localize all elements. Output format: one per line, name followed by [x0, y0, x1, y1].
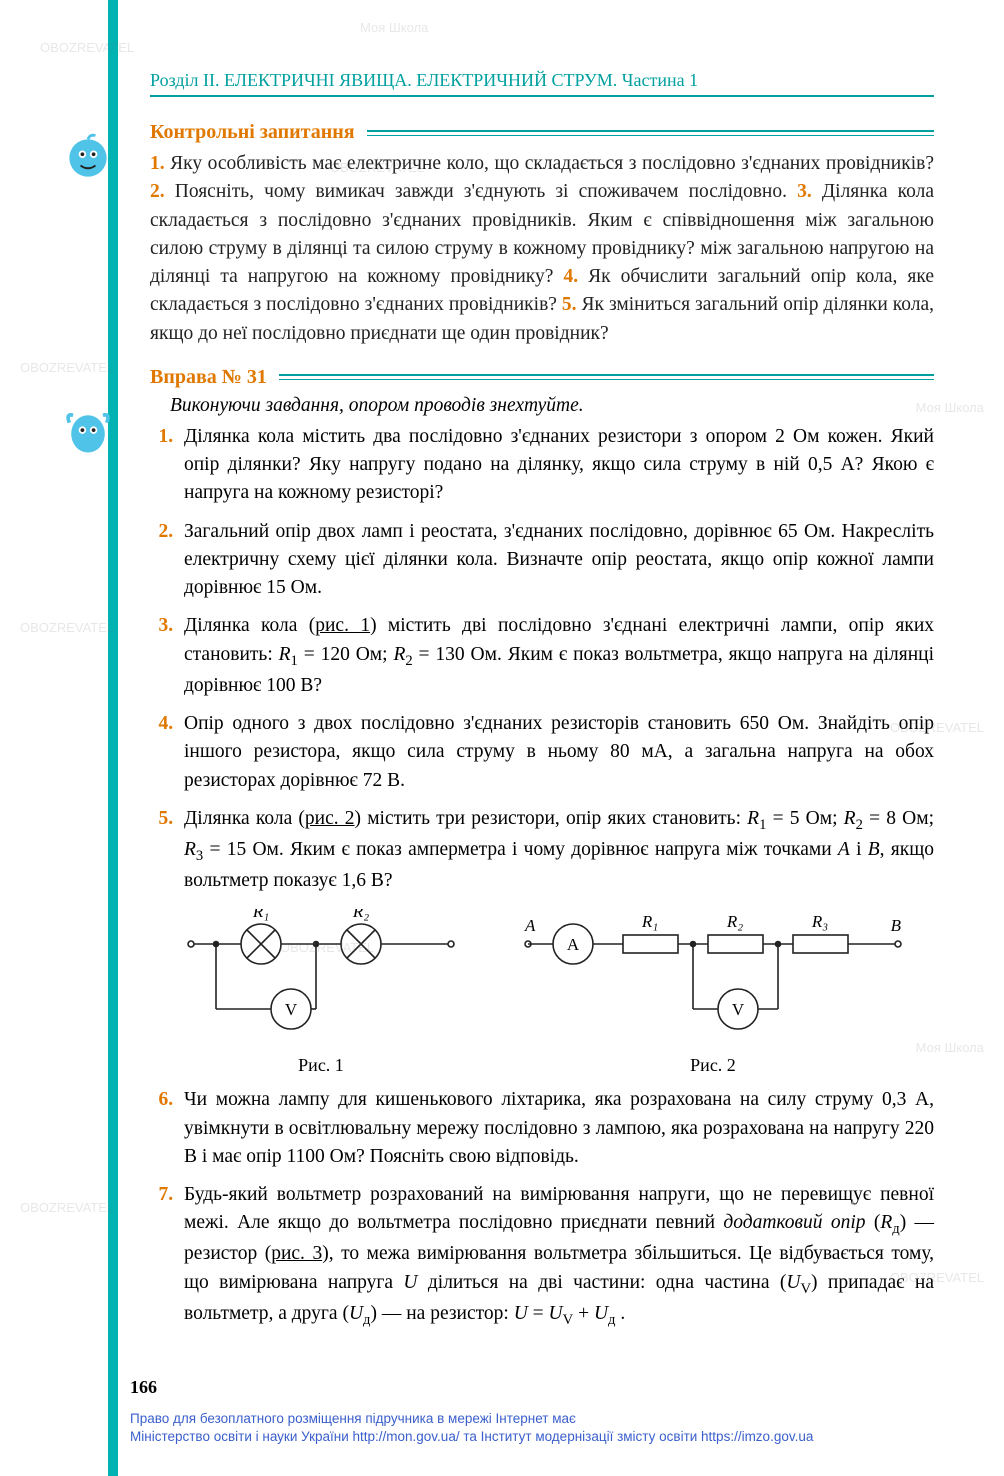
- exercise-item: Чи можна лампу для кишенькового ліхтарик…: [178, 1086, 934, 1171]
- question-number: 4.: [563, 266, 588, 287]
- control-questions-body: 1. Яку особливість має електричне коло, …: [150, 150, 934, 348]
- exercise-item: Опір одного з двох послідовно з'єднаних …: [178, 710, 934, 795]
- textbook-page: Моя Школа OBOZREVATEL OBOZREVATEL OBOZRE…: [0, 0, 1004, 1476]
- label-b-point: B: [891, 916, 902, 935]
- section-title-text: Вправа № 31: [150, 366, 267, 389]
- exercise-item: Загальний опір двох ламп і реостата, з'є…: [178, 518, 934, 603]
- watermark: OBOZREVATEL: [20, 620, 114, 635]
- figure-caption: Рис. 1: [171, 1055, 471, 1076]
- label-r2: R₂: [726, 912, 743, 931]
- label-r2: R₂: [352, 909, 369, 921]
- watermark: OBOZREVATEL: [20, 1200, 114, 1215]
- label-r1: R₁: [252, 909, 269, 921]
- exercise-title: Вправа № 31: [150, 366, 934, 389]
- section-title-text: Контрольні запитання: [150, 121, 355, 144]
- question-number: 1.: [150, 153, 170, 174]
- figure-1: R₁ R₂ V Рис. 1: [171, 909, 471, 1076]
- mascot-question-icon: [60, 128, 116, 188]
- exercise-item: Ділянка кола містить два послідовно з'єд…: [178, 423, 934, 508]
- title-rule: [367, 130, 934, 136]
- question-number: 3.: [797, 181, 822, 202]
- exercise-list: Ділянка кола містить два послідовно з'єд…: [150, 423, 934, 895]
- chapter-header: Розділ II. ЕЛЕКТРИЧНІ ЯВИЩА. ЕЛЕКТРИЧНИЙ…: [150, 70, 934, 97]
- label-r1: R₁: [641, 912, 658, 931]
- label-a-point: A: [524, 916, 536, 935]
- figure-2: A B A R₁ R₂ R₃ V Рис. 2: [513, 909, 913, 1076]
- label-ammeter: A: [567, 935, 580, 954]
- footer-credits: Право для безоплатного розміщення підруч…: [130, 1410, 813, 1446]
- circuit-diagram-2: A B A R₁ R₂ R₃ V: [513, 909, 913, 1049]
- exercise-instruction: Виконуючи завдання, опором проводів знех…: [170, 395, 934, 417]
- figure-caption: Рис. 2: [513, 1055, 913, 1076]
- figures-row: R₁ R₂ V Рис. 1: [150, 909, 934, 1076]
- mascot-exercise-icon: [60, 402, 116, 462]
- question-number: 2.: [150, 181, 175, 202]
- circuit-diagram-1: R₁ R₂ V: [171, 909, 471, 1049]
- left-margin-bar: [108, 0, 118, 1476]
- exercise-list-continued: Чи можна лампу для кишенькового ліхтарик…: [150, 1086, 934, 1331]
- exercise-item: Ділянка кола (рис. 1) містить дві послід…: [178, 612, 934, 700]
- watermark: OBOZREVATEL: [40, 40, 134, 55]
- exercise-item: Будь-який вольтметр розрахований на вимі…: [178, 1181, 934, 1331]
- watermark: Моя Школа: [360, 20, 428, 35]
- control-questions-title: Контрольні запитання: [150, 121, 934, 144]
- label-v: V: [285, 1000, 298, 1019]
- footer-line: Міністерство освіти і науки України http…: [130, 1428, 813, 1446]
- question-number: 5.: [562, 294, 582, 315]
- title-rule: [279, 374, 934, 380]
- watermark: OBOZREVATEL: [20, 360, 114, 375]
- label-voltmeter: V: [732, 1000, 745, 1019]
- label-r3: R₃: [811, 912, 828, 931]
- page-number: 166: [130, 1377, 157, 1398]
- footer-line: Право для безоплатного розміщення підруч…: [130, 1410, 813, 1428]
- exercise-item: Ділянка кола (рис. 2) містить три резист…: [178, 805, 934, 895]
